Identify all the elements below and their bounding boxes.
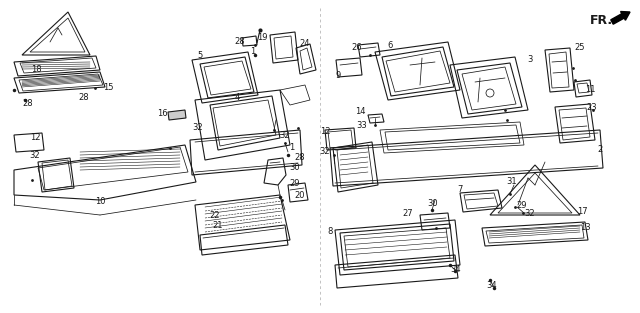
Text: 12: 12 (29, 134, 40, 142)
Text: 24: 24 (300, 39, 310, 49)
Text: FR.: FR. (590, 13, 613, 27)
Text: 20: 20 (295, 192, 305, 201)
Text: 1: 1 (289, 142, 294, 151)
FancyArrow shape (611, 12, 630, 24)
Polygon shape (168, 110, 186, 120)
Text: 4: 4 (234, 93, 239, 101)
Text: 21: 21 (212, 220, 223, 229)
Text: 12: 12 (320, 127, 330, 136)
Text: 7: 7 (458, 186, 463, 194)
Text: 18: 18 (31, 65, 42, 74)
Text: 32: 32 (193, 122, 204, 131)
Text: 34: 34 (486, 280, 497, 290)
Text: 8: 8 (327, 228, 333, 237)
Text: 6: 6 (387, 40, 393, 49)
Text: 1: 1 (250, 48, 255, 57)
Text: 17: 17 (577, 208, 588, 217)
Text: 2: 2 (597, 146, 603, 155)
Text: 28: 28 (294, 152, 305, 162)
Text: 22: 22 (210, 211, 220, 219)
Text: 32: 32 (29, 151, 40, 160)
Text: 19: 19 (257, 33, 268, 42)
Text: 15: 15 (103, 83, 113, 91)
Text: 32: 32 (525, 208, 535, 218)
Text: 33: 33 (356, 121, 367, 130)
Text: 28: 28 (235, 38, 245, 47)
Text: 34: 34 (451, 265, 461, 275)
Text: 11: 11 (585, 85, 595, 95)
Text: 3: 3 (527, 55, 532, 64)
Text: 30: 30 (428, 199, 438, 208)
Text: 29: 29 (290, 178, 300, 187)
Text: 23: 23 (587, 102, 597, 111)
Text: 25: 25 (575, 44, 585, 53)
Text: 27: 27 (403, 208, 413, 218)
Text: 9: 9 (335, 70, 340, 80)
Text: 31: 31 (507, 177, 517, 187)
Text: 10: 10 (95, 198, 105, 207)
Text: 29: 29 (516, 201, 527, 209)
Text: 26: 26 (352, 43, 362, 52)
Text: 28: 28 (79, 94, 90, 102)
Text: 14: 14 (355, 107, 365, 116)
Text: 13: 13 (580, 223, 590, 233)
Text: 28: 28 (22, 99, 33, 107)
Text: 32: 32 (320, 147, 330, 156)
Text: 30: 30 (290, 163, 300, 172)
Text: 5: 5 (197, 50, 203, 59)
Text: 32: 32 (280, 131, 291, 140)
Text: 16: 16 (157, 110, 167, 119)
